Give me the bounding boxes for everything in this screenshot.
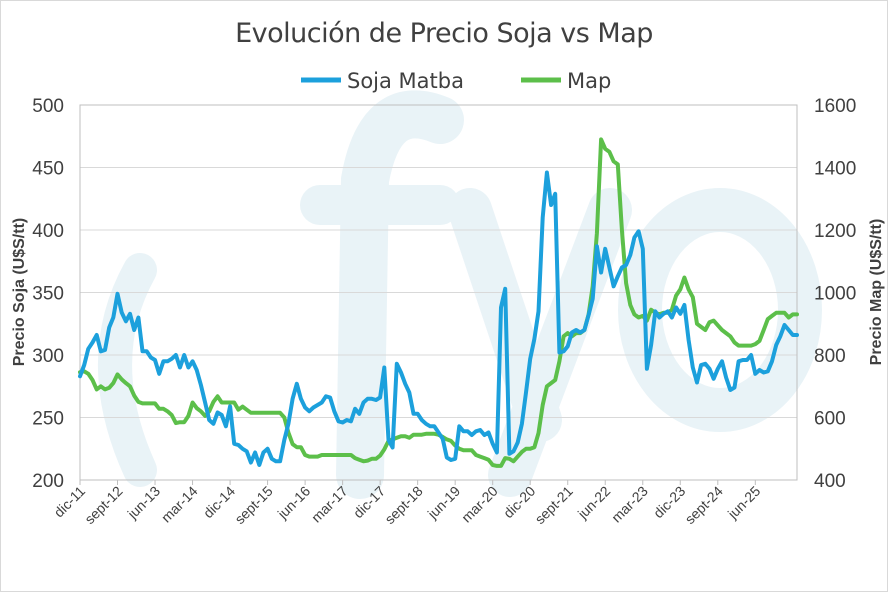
y-right-tick-label: 1000 <box>814 284 856 305</box>
watermark-logo <box>98 90 822 499</box>
series-lines <box>78 137 799 468</box>
x-tick-label: jun-25 <box>724 483 764 523</box>
y-axis-left-label: Precio Soja (U$S/tt) <box>11 218 28 366</box>
y-axis-right-label: Precio Map (U$S/tt) <box>868 219 885 366</box>
y-right-tick-label: 800 <box>814 346 846 367</box>
x-tick-label: sept-24 <box>682 483 726 527</box>
x-tick-label: jun-13 <box>124 483 164 523</box>
y-axis-right-ticks: 400 600 800 1000 1200 1400 1600 <box>814 96 856 492</box>
y-left-tick-label: 200 <box>32 471 64 492</box>
y-left-tick-label: 500 <box>32 96 64 117</box>
x-tick-label: mar-14 <box>158 483 201 526</box>
y-right-tick-label: 1400 <box>814 159 856 180</box>
y-left-tick-label: 450 <box>32 159 64 180</box>
x-tick-label: mar-20 <box>458 483 501 526</box>
y-right-tick-label: 1200 <box>814 221 856 242</box>
x-tick-label: sept-18 <box>381 483 425 527</box>
x-tick-label: mar-17 <box>308 483 351 526</box>
plot-area <box>79 104 798 481</box>
legend-label-map: Map <box>567 69 611 93</box>
x-tick-label: jun-19 <box>424 483 464 523</box>
x-tick-label: mar-23 <box>608 483 651 526</box>
x-tick-label: jun-22 <box>574 483 614 523</box>
x-tick-label: sept-15 <box>231 483 275 527</box>
legend: Soja Matba Map <box>301 69 611 93</box>
y-right-tick-label: 600 <box>814 409 846 430</box>
chart-title: Evolución de Precio Soja vs Map <box>235 18 653 49</box>
x-tick-label: jun-16 <box>274 483 314 523</box>
x-tick-label: sept-12 <box>81 483 125 527</box>
y-left-tick-label: 350 <box>32 284 64 305</box>
y-axis-left-ticks: 200 250 300 350 400 450 500 <box>32 96 64 492</box>
y-right-tick-label: 400 <box>814 471 846 492</box>
y-left-tick-label: 300 <box>32 346 64 367</box>
legend-label-soja: Soja Matba <box>347 69 464 93</box>
series-line-soja-matba <box>78 170 799 467</box>
x-tick-label: sept-21 <box>532 483 576 527</box>
y-right-tick-label: 1600 <box>814 96 856 117</box>
y-left-tick-label: 400 <box>32 221 64 242</box>
y-left-tick-label: 250 <box>32 409 64 430</box>
